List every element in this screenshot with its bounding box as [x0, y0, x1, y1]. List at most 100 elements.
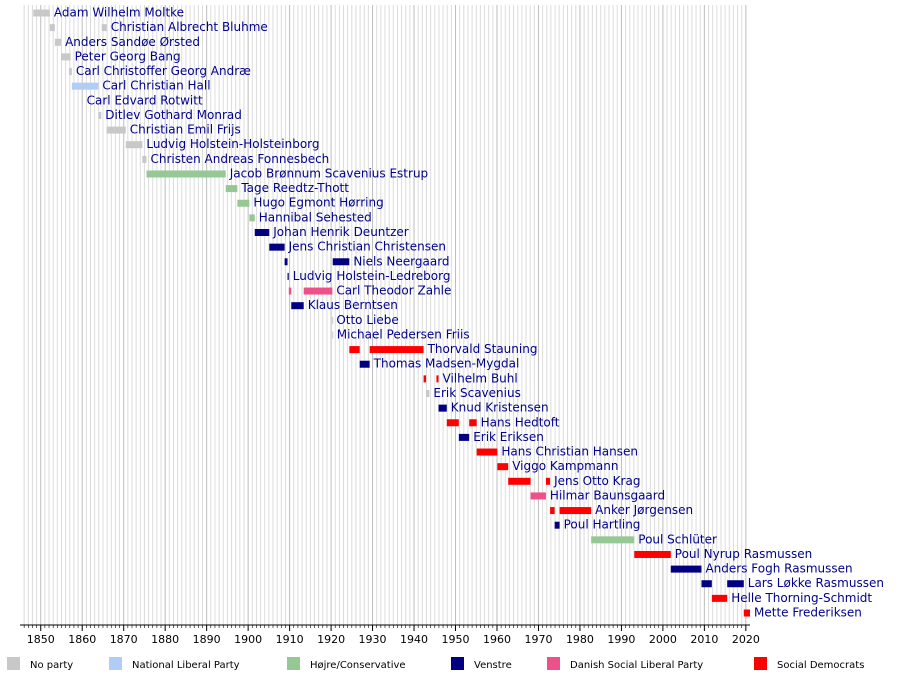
- x-tick-label: 2010: [690, 633, 718, 646]
- term-bar: [287, 272, 289, 280]
- pm-label: Jacob Brønnum Scavenius Estrup: [229, 166, 428, 180]
- pm-label: Hugo Egmont Hørring: [253, 196, 383, 210]
- term-bar: [426, 389, 430, 397]
- pm-label: Helle Thorning-Schmidt: [731, 591, 872, 605]
- pm-label: Niels Neergaard: [353, 254, 449, 268]
- pm-label: Otto Liebe: [336, 313, 398, 327]
- pm-label: Ludvig Holstein-Ledreborg: [293, 269, 451, 283]
- term-bar: [49, 24, 55, 32]
- term-bar: [436, 375, 439, 383]
- legend-swatch: [547, 657, 560, 670]
- term-bar: [349, 346, 360, 354]
- term-bar: [332, 331, 334, 339]
- x-tick-label: 1930: [359, 633, 387, 646]
- pm-label: Hilmar Baunsgaard: [550, 488, 665, 502]
- x-tick-label: 2020: [732, 633, 760, 646]
- term-bar: [359, 360, 370, 368]
- term-bar: [438, 404, 447, 412]
- term-bar: [254, 229, 270, 237]
- term-bar: [106, 126, 126, 134]
- pm-label: Peter Georg Bang: [75, 49, 181, 63]
- x-tick-label: 1980: [566, 633, 594, 646]
- pm-label: Johan Henrik Deuntzer: [272, 225, 409, 239]
- pm-label: Thorvald Stauning: [427, 342, 538, 356]
- term-bar: [508, 477, 531, 485]
- pm-label: Thomas Madsen-Mygdal: [373, 357, 520, 371]
- x-tick-label: 1880: [151, 633, 179, 646]
- term-bar: [33, 9, 50, 17]
- pm-label: Anders Fogh Rasmussen: [705, 562, 852, 576]
- term-bar: [101, 24, 107, 32]
- term-bar: [125, 141, 143, 149]
- pm-label: Ludvig Holstein-Holsteinborg: [146, 137, 319, 151]
- legend-swatch: [451, 657, 464, 670]
- term-bar: [61, 53, 71, 61]
- x-tick-label: 1950: [442, 633, 470, 646]
- x-tick-label: 1940: [400, 633, 428, 646]
- legend-swatch: [287, 657, 300, 670]
- legend-label: Venstre: [474, 660, 512, 671]
- term-bar: [237, 199, 250, 207]
- pm-label: Michael Pedersen Friis: [337, 327, 470, 341]
- pm-label: Carl Edvard Rotwitt: [87, 93, 203, 107]
- term-bar: [497, 463, 509, 471]
- pm-label: Carl Christian Hall: [102, 79, 210, 93]
- x-tick-label: 1970: [524, 633, 552, 646]
- pm-label: Jens Christian Christensen: [288, 240, 446, 254]
- pm-label: Knud Kristensen: [451, 401, 549, 415]
- legend-label: No party: [30, 660, 73, 671]
- x-tick-label: 1870: [110, 633, 138, 646]
- term-bar: [559, 507, 592, 515]
- term-bar: [291, 302, 304, 310]
- term-bar: [146, 170, 226, 178]
- pm-label: Anders Sandøe Ørsted: [65, 35, 200, 49]
- term-bar: [142, 155, 147, 163]
- pm-label: Poul Nyrup Rasmussen: [675, 547, 812, 561]
- x-tick-label: 1990: [607, 633, 635, 646]
- pm-label: Christen Andreas Fonnesbech: [151, 152, 330, 166]
- term-bar: [727, 580, 744, 588]
- x-tick-label: 1900: [234, 633, 262, 646]
- term-bar: [743, 609, 750, 617]
- pm-label: Anker Jørgensen: [595, 503, 693, 517]
- legend-swatch: [7, 657, 20, 670]
- pm-label: Klaus Berntsen: [308, 298, 398, 312]
- term-bar: [68, 68, 72, 76]
- pm-label: Lars Løkke Rasmussen: [748, 576, 884, 590]
- term-bar: [98, 111, 102, 119]
- pm-label: Hannibal Sehested: [259, 210, 372, 224]
- pm-label: Hans Christian Hansen: [501, 445, 638, 459]
- term-bar: [469, 419, 477, 427]
- x-tick-label: 1910: [276, 633, 304, 646]
- term-bar: [711, 594, 728, 602]
- pm-label: Viggo Kampmann: [512, 459, 618, 473]
- term-bar: [332, 316, 334, 324]
- term-bar: [284, 258, 288, 266]
- term-bar: [288, 287, 292, 295]
- x-tick-label: 1960: [483, 633, 511, 646]
- term-bar: [530, 492, 546, 500]
- term-bar: [332, 258, 350, 266]
- term-bar: [591, 536, 635, 544]
- term-bar: [446, 419, 459, 427]
- legend-label: National Liberal Party: [132, 660, 240, 671]
- pm-label: Ditlev Gothard Monrad: [105, 108, 242, 122]
- term-bar: [225, 185, 238, 193]
- pm-label: Christian Emil Frijs: [130, 123, 241, 137]
- legend-label: Danish Social Liberal Party: [570, 660, 703, 671]
- x-tick-label: 2000: [649, 633, 677, 646]
- x-tick-label: 1890: [193, 633, 221, 646]
- term-bar: [269, 243, 285, 251]
- term-bar: [550, 507, 555, 515]
- pm-label: Adam Wilhelm Moltke: [54, 6, 184, 20]
- term-bar: [71, 82, 82, 90]
- legend-swatch: [109, 657, 122, 670]
- legend-label: Social Democrats: [777, 660, 864, 671]
- pm-label: Tage Reedtz-Thott: [240, 181, 349, 195]
- pm-label: Hans Hedtoft: [481, 415, 560, 429]
- pm-label: Vilhelm Buhl: [443, 371, 518, 385]
- pm-label: Erik Scavenius: [433, 386, 520, 400]
- pm-label: Jens Otto Krag: [553, 474, 640, 488]
- term-bar: [545, 477, 551, 485]
